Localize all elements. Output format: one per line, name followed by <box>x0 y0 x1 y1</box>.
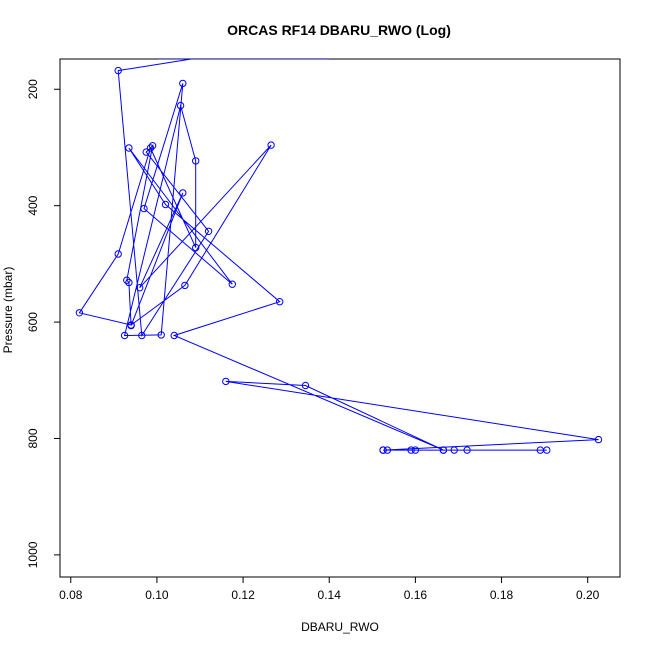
data-point <box>157 331 165 339</box>
data-point <box>383 446 392 454</box>
data-point <box>146 144 155 152</box>
y-tick-label: 600 <box>26 312 40 332</box>
data-point <box>127 321 135 330</box>
data-point <box>192 157 200 165</box>
x-tick-label: 0.20 <box>576 588 600 602</box>
data-point <box>125 144 133 152</box>
data-point <box>222 377 230 386</box>
x-tick-label: 0.08 <box>59 588 83 602</box>
data-point <box>181 281 189 290</box>
data-point <box>379 446 387 454</box>
data-point <box>114 66 122 75</box>
data-point <box>176 101 185 110</box>
series-line <box>78 59 599 451</box>
chart-title: ORCAS RF14 DBARU_RWO (Log) <box>227 22 451 38</box>
x-tick-label: 0.12 <box>231 588 255 602</box>
data-point <box>411 446 420 454</box>
data-point <box>120 331 129 340</box>
data-point <box>407 446 415 454</box>
y-axis-label: Pressure (mbar) <box>1 267 15 354</box>
x-tick-label: 0.16 <box>404 588 428 602</box>
data-point <box>594 435 603 444</box>
data-point <box>276 298 284 306</box>
data-point <box>170 331 178 340</box>
x-tick-label: 0.10 <box>145 588 169 602</box>
data-point <box>301 381 310 390</box>
data-point <box>142 148 150 156</box>
data-point <box>114 250 122 258</box>
y-tick-label: 800 <box>26 428 40 448</box>
data-point <box>543 446 551 454</box>
y-tick-label: 200 <box>26 79 40 99</box>
data-point <box>123 276 131 284</box>
data-point <box>204 227 213 236</box>
data-point <box>179 189 187 197</box>
data-point <box>75 309 84 317</box>
data-point <box>439 446 448 454</box>
data-point <box>138 331 146 340</box>
data-point <box>179 79 187 88</box>
data-point <box>125 278 133 287</box>
data-point <box>228 280 237 288</box>
y-tick-label: 400 <box>26 195 40 215</box>
x-axis: 0.08 0.10 0.12 0.14 0.16 0.18 0.20 <box>59 577 600 602</box>
series-layer <box>75 59 603 454</box>
data-point <box>148 142 157 150</box>
x-tick-label: 0.14 <box>318 588 342 602</box>
data-point <box>450 446 458 454</box>
x-axis-label: DBARU_RWO <box>301 620 379 634</box>
x-tick-label: 0.18 <box>490 588 514 602</box>
data-point <box>161 200 170 209</box>
data-point <box>463 446 471 454</box>
plot-frame <box>59 58 621 578</box>
y-tick-label: 1000 <box>26 541 40 568</box>
data-point <box>136 284 144 292</box>
data-point <box>267 141 275 149</box>
y-axis: 200 400 600 800 1000 <box>26 79 60 568</box>
data-point <box>140 204 148 213</box>
data-point <box>192 243 200 252</box>
